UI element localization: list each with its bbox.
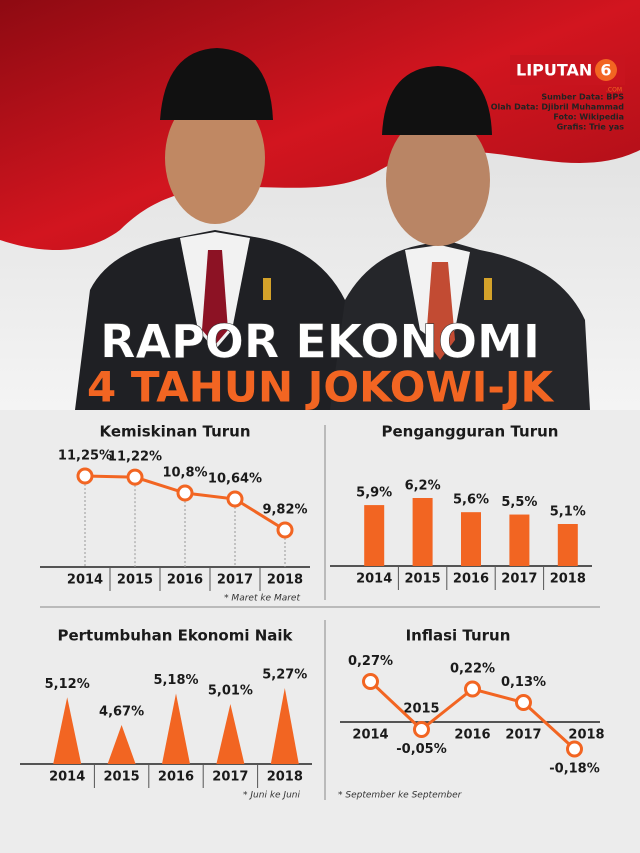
value-label: 6,2% [405,479,441,494]
x-tick-label: 2016 [454,728,490,743]
triangle [216,704,245,764]
value-label: 5,12% [45,677,90,692]
value-label: 0,13% [501,675,546,690]
x-tick-label: 2014 [356,572,392,587]
value-label: 5,27% [262,668,307,683]
x-tick-label: 2015 [403,702,439,717]
credit-line: Olah Data: Djibril Muhammad [491,103,625,112]
bar [557,524,578,566]
x-tick-label: 2016 [453,572,489,587]
x-tick-label: 2015 [104,770,140,785]
x-tick-label: 2017 [505,728,541,743]
x-tick-label: 2018 [267,573,303,588]
x-tick-label: 2014 [67,573,103,588]
chart-title: Pengangguran Turun [382,423,559,441]
x-tick-label: 2015 [117,573,153,588]
point [276,521,294,539]
subtitle: 4 TAHUN JOKOWI-JK [87,363,554,412]
triangle [162,693,190,764]
bar [509,514,530,566]
x-tick-label: 2018 [568,728,604,743]
bar [364,505,385,566]
value-label: 0,27% [348,654,393,669]
x-tick-label: 2016 [167,573,203,588]
x-tick-label: 2016 [158,770,194,785]
credits: LIPUTAN 6 .COM [510,55,625,94]
x-tick-label: 2015 [405,572,441,587]
value-label: 11,25% [58,449,112,464]
value-label: 10,64% [208,472,262,487]
value-label: 5,6% [453,493,489,508]
chart-title: Kemiskinan Turun [99,423,250,441]
logo-circle [595,59,617,81]
chart-title: Pertumbuhan Ekonomi Naik [57,627,293,645]
logo-sub: .COM [606,87,622,94]
title: RAPOR EKONOMI [100,315,540,369]
logo: LIPUTAN [516,61,592,80]
chart-note: * Juni ke Juni [243,791,300,801]
x-tick-label: 2014 [352,728,388,743]
logo-mark: 6 [600,61,611,80]
value-label: 5,9% [356,486,392,501]
x-tick-label: 2014 [49,770,85,785]
point [362,673,379,690]
chart-note: * Maret ke Maret [224,594,300,604]
value-label: -0,18% [549,762,600,777]
triangle [53,697,82,764]
value-label: -0,05% [396,742,447,757]
x-tick-label: 2017 [217,573,253,588]
value-label: 5,01% [208,684,253,699]
bar [461,512,481,566]
dividers [40,425,600,800]
credit-line: Grafis: Trie yas [557,123,625,132]
bar [412,498,433,566]
credit-line: Foto: Wikipedia [553,113,624,122]
credit-line: Sumber Data: BPS [541,93,624,102]
point [566,740,583,758]
x-tick-label: 2017 [212,770,248,785]
chart-note: * September ke September [338,791,463,801]
point [515,694,532,711]
value-label: 5,1% [550,505,586,520]
value-label: 5,5% [501,495,537,510]
x-tick-label: 2017 [501,572,537,587]
point [226,490,244,508]
point [126,468,144,486]
value-label: 11,22% [108,450,162,465]
value-label: 5,18% [153,673,198,688]
point [464,680,481,698]
point [176,484,194,502]
value-label: 9,82% [262,503,307,518]
value-label: 4,67% [99,705,144,720]
triangle [270,688,299,764]
x-tick-label: 2018 [550,572,586,587]
value-label: 10,8% [162,465,207,480]
value-label: 0,22% [450,662,495,677]
point [76,467,94,485]
chart-title: Inflasi Turun [406,627,511,645]
point [413,721,430,738]
triangle [107,725,136,764]
x-tick-label: 2018 [267,770,303,785]
